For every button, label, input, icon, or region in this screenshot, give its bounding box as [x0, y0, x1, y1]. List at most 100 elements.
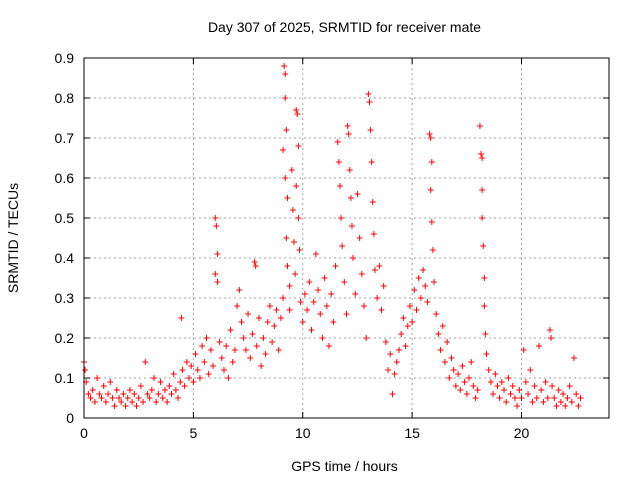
data-point — [262, 351, 269, 357]
data-point — [334, 139, 341, 145]
data-point — [549, 383, 556, 389]
data-point — [266, 303, 273, 309]
data-point — [380, 283, 387, 289]
y-tick-label: 0.9 — [55, 50, 75, 66]
data-point — [358, 271, 365, 277]
data-point — [179, 367, 186, 373]
data-point — [260, 335, 267, 341]
data-point — [346, 167, 353, 173]
data-point — [142, 359, 149, 365]
y-axis-label: SRMTID / TECUs — [5, 183, 21, 293]
data-point — [368, 159, 375, 165]
data-point — [280, 295, 287, 301]
data-point — [509, 383, 516, 389]
data-point — [429, 247, 436, 253]
data-point — [540, 399, 547, 405]
data-point — [344, 123, 351, 129]
data-point — [288, 167, 295, 173]
data-point — [459, 363, 466, 369]
data-point — [129, 399, 136, 405]
data-point — [120, 391, 127, 397]
data-point — [441, 359, 448, 365]
data-point — [568, 399, 575, 405]
data-point — [361, 303, 367, 309]
data-point — [284, 263, 291, 269]
data-point — [273, 307, 280, 313]
data-point — [293, 183, 300, 189]
data-point — [483, 351, 490, 357]
data-point — [575, 403, 582, 409]
data-point — [282, 71, 289, 77]
data-point — [485, 367, 492, 373]
x-tick-label: 15 — [404, 425, 420, 441]
data-point — [304, 307, 311, 313]
data-point — [207, 347, 214, 353]
data-point — [118, 399, 125, 405]
data-point — [122, 403, 129, 409]
data-point — [213, 223, 220, 229]
data-point — [214, 251, 221, 257]
data-point — [323, 303, 330, 309]
data-point — [466, 375, 472, 381]
data-point — [85, 391, 92, 397]
data-point — [326, 343, 332, 349]
data-point — [335, 159, 342, 165]
data-point — [480, 243, 487, 249]
data-point — [420, 267, 427, 273]
data-point — [378, 307, 385, 313]
data-point — [319, 335, 326, 341]
data-point — [439, 323, 446, 329]
data-point — [435, 331, 442, 337]
data-point — [321, 275, 328, 281]
data-point — [295, 215, 302, 221]
y-tick-label: 0.8 — [55, 90, 75, 106]
data-point — [249, 331, 256, 337]
data-point — [518, 395, 525, 401]
data-point — [555, 387, 562, 393]
data-point — [100, 383, 107, 389]
data-point — [444, 339, 451, 345]
data-point — [343, 311, 350, 317]
data-point — [251, 259, 258, 265]
data-point — [461, 379, 468, 385]
data-point — [522, 379, 529, 385]
data-point — [562, 403, 569, 409]
data-point — [116, 395, 122, 401]
data-point — [161, 387, 168, 393]
data-point — [478, 151, 485, 157]
data-point — [426, 131, 433, 137]
plot-frame — [83, 57, 610, 419]
data-point — [505, 375, 512, 381]
data-point — [282, 175, 289, 181]
data-point — [264, 319, 271, 325]
data-point — [339, 243, 346, 249]
axis-ticks: 0 0.1 0.2 0.3 0.4 0.5 0.6 0.7 0.8 0.9 0 5 10 15 20 — [55, 50, 609, 441]
data-point — [247, 355, 254, 361]
data-point — [448, 355, 455, 361]
data-point — [409, 319, 416, 325]
data-point — [546, 327, 553, 333]
data-point — [422, 283, 429, 289]
data-point — [196, 375, 203, 381]
data-point — [242, 347, 249, 353]
y-tick-label: 0.5 — [55, 210, 75, 226]
y-tick-label: 0 — [66, 410, 74, 426]
data-point — [178, 315, 185, 321]
data-point — [428, 159, 435, 165]
data-point — [376, 263, 383, 269]
data-point — [431, 279, 437, 285]
data-point — [225, 375, 232, 381]
data-point — [135, 395, 142, 401]
y-tick-label: 0.3 — [55, 290, 75, 306]
data-point — [391, 371, 398, 377]
data-point — [166, 383, 173, 389]
data-point — [520, 347, 527, 353]
data-point — [148, 387, 155, 393]
data-point — [172, 387, 179, 393]
data-point — [398, 331, 405, 337]
data-point — [533, 395, 540, 401]
data-point — [157, 379, 164, 385]
data-point — [560, 391, 567, 397]
